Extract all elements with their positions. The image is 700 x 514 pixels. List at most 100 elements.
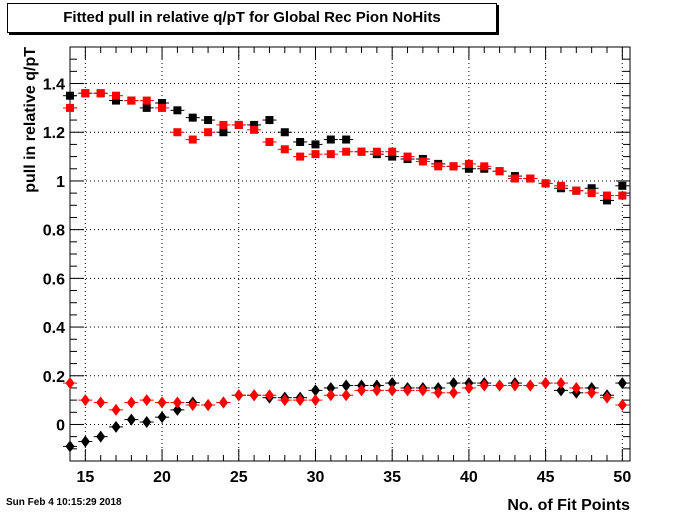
data-point-diamond bbox=[172, 396, 182, 409]
data-point-square bbox=[388, 152, 397, 161]
data-point-diamond bbox=[541, 377, 551, 390]
grid-layer bbox=[70, 47, 630, 461]
data-point-square bbox=[541, 179, 550, 188]
data-point-diamond bbox=[556, 377, 566, 390]
data-point-square bbox=[434, 162, 443, 171]
data-point-square bbox=[250, 120, 259, 129]
data-point-square bbox=[526, 174, 535, 183]
data-point-diamond bbox=[218, 396, 228, 409]
data-point-diamond bbox=[449, 386, 459, 399]
data-point-square bbox=[311, 140, 320, 149]
data-point-diamond bbox=[525, 379, 535, 392]
data-point-diamond bbox=[65, 440, 75, 453]
data-point-diamond bbox=[142, 394, 152, 407]
data-point-square bbox=[204, 128, 213, 137]
data-point-diamond bbox=[157, 396, 167, 409]
data-point-diamond bbox=[295, 394, 305, 407]
data-point-diamond bbox=[126, 413, 136, 426]
data-point-square bbox=[464, 164, 473, 173]
data-point-square bbox=[602, 191, 611, 200]
data-point-diamond bbox=[126, 396, 136, 409]
data-point-square bbox=[66, 91, 74, 100]
y-tick-label: 0.4 bbox=[43, 320, 65, 337]
data-point-square bbox=[342, 147, 351, 156]
data-point-square bbox=[96, 89, 105, 98]
data-point-diamond bbox=[387, 377, 397, 390]
data-point-square bbox=[326, 135, 335, 144]
data-point-square bbox=[188, 135, 197, 144]
data-point-diamond bbox=[617, 398, 627, 411]
x-axis-title: No. of Fit Points bbox=[507, 497, 630, 514]
tick-layer bbox=[69, 46, 630, 461]
data-point-diamond bbox=[310, 394, 320, 407]
y-axis-title: pull in relative q/pT bbox=[22, 47, 39, 193]
data-point-square bbox=[372, 147, 381, 156]
data-point-diamond bbox=[479, 379, 489, 392]
data-point-square bbox=[587, 189, 596, 198]
data-point-square bbox=[602, 196, 611, 205]
data-point-diamond bbox=[326, 381, 336, 394]
data-point-square bbox=[66, 103, 74, 112]
data-point-square bbox=[265, 116, 274, 125]
data-point-square bbox=[81, 89, 90, 98]
data-point-diamond bbox=[96, 430, 106, 443]
data-point-diamond bbox=[418, 384, 428, 397]
data-point-diamond bbox=[403, 384, 413, 397]
data-point-square bbox=[280, 145, 289, 154]
data-point-diamond bbox=[310, 384, 320, 397]
x-tick-label: 40 bbox=[460, 469, 478, 486]
data-point-diamond bbox=[264, 389, 274, 402]
data-point-diamond bbox=[449, 377, 459, 390]
data-point-diamond bbox=[341, 389, 351, 402]
data-point-square bbox=[388, 147, 397, 156]
data-point-square bbox=[204, 116, 213, 125]
plot-frame bbox=[69, 46, 631, 462]
data-point-square bbox=[173, 128, 182, 137]
data-point-square bbox=[188, 113, 197, 122]
timestamp: Sun Feb 4 10:15:29 2018 bbox=[6, 497, 122, 508]
data-point-square bbox=[418, 157, 427, 166]
data-point-diamond bbox=[372, 384, 382, 397]
data-point-diamond bbox=[602, 391, 612, 404]
data-point-square bbox=[296, 137, 305, 146]
data-point-square bbox=[219, 128, 228, 137]
data-point-square bbox=[280, 128, 289, 137]
data-point-diamond bbox=[111, 420, 121, 433]
data-point-square bbox=[618, 181, 627, 190]
data-point-diamond bbox=[587, 386, 597, 399]
data-point-square bbox=[357, 147, 366, 156]
data-point-diamond bbox=[387, 384, 397, 397]
data-point-diamond bbox=[111, 403, 121, 416]
x-tick-label: 35 bbox=[383, 469, 401, 486]
data-point-square bbox=[112, 91, 121, 100]
y-tick-label: 0.6 bbox=[43, 271, 65, 288]
data-point-square bbox=[403, 152, 412, 161]
x-tick-label: 50 bbox=[613, 469, 631, 486]
data-point-diamond bbox=[556, 384, 566, 397]
data-point-diamond bbox=[464, 381, 474, 394]
data-point-square bbox=[296, 152, 305, 161]
data-point-square bbox=[142, 103, 151, 112]
data-point-diamond bbox=[357, 384, 367, 397]
data-point-square bbox=[342, 135, 351, 144]
data-point-diamond bbox=[617, 377, 627, 390]
data-point-square bbox=[250, 125, 259, 134]
y-tick-label: 1 bbox=[56, 174, 65, 191]
data-point-square bbox=[618, 191, 627, 200]
data-point-diamond bbox=[172, 403, 182, 416]
marker-layer bbox=[63, 89, 630, 453]
data-point-diamond bbox=[188, 398, 198, 411]
data-point-square bbox=[572, 186, 581, 195]
data-point-diamond bbox=[571, 381, 581, 394]
y-tick-label: 0.2 bbox=[43, 369, 65, 386]
data-point-square bbox=[464, 159, 473, 168]
data-point-diamond bbox=[203, 398, 213, 411]
data-point-square bbox=[234, 120, 243, 129]
chart-title: Fitted pull in relative q/pT for Global … bbox=[63, 9, 441, 26]
data-point-diamond bbox=[80, 394, 90, 407]
data-point-square bbox=[142, 96, 151, 105]
data-point-square bbox=[510, 174, 519, 183]
data-point-square bbox=[158, 103, 167, 112]
